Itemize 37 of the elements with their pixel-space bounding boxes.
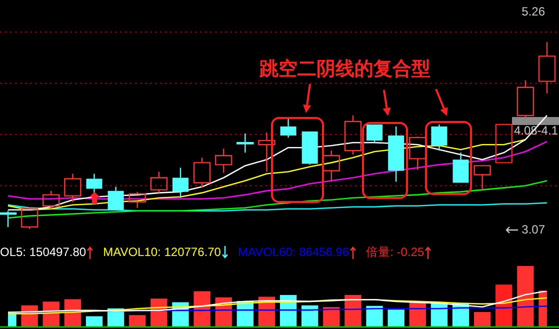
candlestick (0, 210, 17, 228)
text: MAVOL10: 120776.70 (103, 245, 221, 259)
bar (129, 315, 146, 327)
bar (86, 316, 103, 327)
candlestick (193, 157, 211, 188)
candlestick (474, 165, 491, 190)
bar (496, 284, 512, 327)
text: 跳空二阴线的复合型 (258, 58, 430, 80)
candlestick (388, 126, 404, 182)
candlestick (302, 132, 318, 166)
text: OL5: 150497.80 (0, 245, 86, 259)
bar (302, 305, 318, 327)
candlestick (516, 80, 534, 118)
candlestick (431, 124, 448, 152)
bar (150, 298, 168, 327)
candlestick (236, 132, 254, 154)
candlestick (108, 186, 124, 210)
bar (388, 310, 404, 327)
candlestick (64, 173, 82, 202)
bar (323, 307, 340, 327)
bar (344, 294, 362, 327)
y-tick-label: 3.07 (522, 222, 546, 236)
bar (366, 306, 383, 327)
text: MAVOL60: 86456.96 (238, 245, 350, 259)
candlestick (344, 114, 362, 156)
candlestick (538, 42, 556, 94)
candlestick (452, 152, 469, 183)
text: 倍量: -0.25 (366, 244, 424, 260)
candlestick (258, 132, 276, 172)
candlestick (280, 118, 296, 138)
bar (474, 312, 491, 327)
candlestick (150, 171, 168, 194)
bar (517, 266, 534, 327)
y-tick-label: 5.26 (522, 4, 546, 18)
candlestick (172, 167, 188, 198)
bar (194, 291, 210, 327)
candlestick (215, 148, 232, 174)
